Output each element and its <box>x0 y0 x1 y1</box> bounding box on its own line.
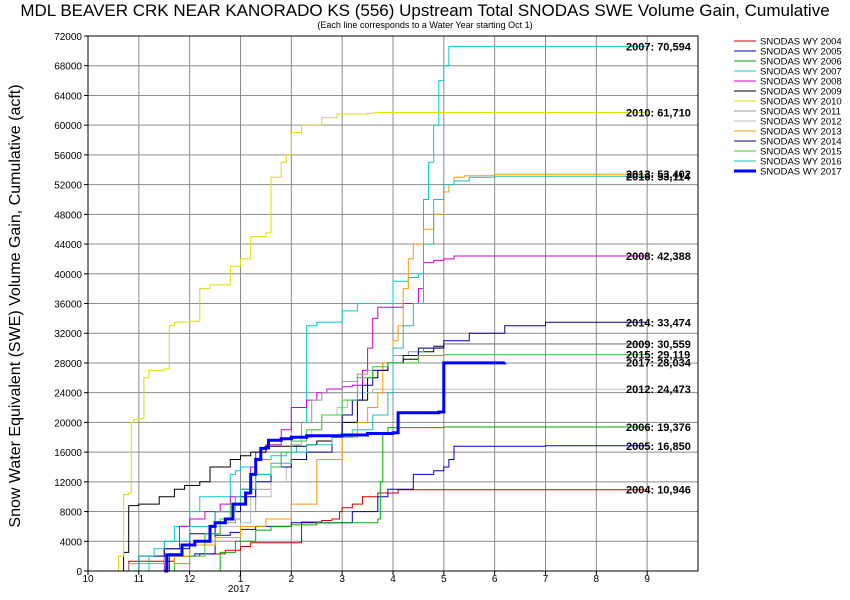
x-tick-label: 5 <box>441 574 447 585</box>
y-axis-label: Snow Water Equivalent (SWE) Volume Gain,… <box>7 84 24 527</box>
legend-entry: SNODAS WY 2011 <box>760 107 841 118</box>
y-tick-label: 72000 <box>54 32 82 43</box>
series-end-labels: 2004: 10,946 2005: 16,850 2006: 19,376 2007… <box>626 41 692 496</box>
series-line-snodas-wy-2012 <box>164 388 648 572</box>
y-tick-label: 60000 <box>54 121 82 132</box>
end-label-snodas-wy-2017: 2017: 28,034 <box>626 358 692 370</box>
y-tick-label: 68000 <box>54 62 82 73</box>
x-tick-label: 1 <box>238 574 244 585</box>
chart-title: MDL BEAVER CRK NEAR KANORADO KS (556) Up… <box>20 1 829 20</box>
y-tick-label: 20000 <box>54 418 82 429</box>
x-axis: 10 11 12 1 2 3 4 5 6 7 8 9 <box>82 571 650 585</box>
x-tick-label: 4 <box>390 574 396 585</box>
plot-grid <box>87 35 698 572</box>
y-tick-label: 36000 <box>54 300 82 311</box>
x-tick-label: 8 <box>594 574 600 585</box>
legend-entry: SNODAS WY 2009 <box>760 87 842 98</box>
end-label-snodas-wy-2004: 2004: 10,946 <box>626 485 691 497</box>
end-label-snodas-wy-2008: 2008: 42,388 <box>626 251 691 263</box>
legend-entry: SNODAS WY 2012 <box>760 117 842 128</box>
plot-frame <box>87 35 699 572</box>
y-tick-label: 0 <box>76 567 82 578</box>
legend-entry: SNODAS WY 2007 <box>760 67 842 78</box>
legend-entry: SNODAS WY 2010 <box>760 97 842 108</box>
end-label-snodas-wy-2005: 2005: 16,850 <box>626 441 691 453</box>
x-tick-label: 6 <box>492 574 498 585</box>
series-line-snodas-wy-2017 <box>164 361 507 573</box>
chart-subtitle: (Each line corresponds to a Water Year s… <box>317 20 532 30</box>
y-tick-label: 40000 <box>54 270 82 281</box>
y-tick-label: 56000 <box>54 151 82 162</box>
legend-entry: SNODAS WY 2005 <box>760 47 842 58</box>
legend-entry: SNODAS WY 2015 <box>760 147 842 158</box>
y-tick-label: 32000 <box>54 329 82 340</box>
legend-entry: SNODAS WY 2014 <box>760 137 842 148</box>
end-label-snodas-wy-2010: 2010: 61,710 <box>626 107 691 119</box>
y-tick-label: 64000 <box>54 91 82 102</box>
series-line-snodas-wy-2015 <box>164 354 648 572</box>
series-lines <box>98 45 648 573</box>
end-label-snodas-wy-2007: 2007: 70,594 <box>626 41 692 53</box>
y-tick-label: 16000 <box>54 448 82 459</box>
end-label-snodas-wy-2012: 2012: 24,473 <box>626 384 691 396</box>
y-axis: 0 4000 8000 12000 16000 20000 24000 28000 32000 3… <box>54 32 88 578</box>
legend-entry: SNODAS WY 2004 <box>760 37 842 48</box>
series-line-snodas-wy-2004 <box>118 489 648 572</box>
y-tick-label: 24000 <box>54 389 82 400</box>
x-tick-label: 12 <box>184 574 196 585</box>
series-line-snodas-wy-2014 <box>128 321 648 572</box>
x-tick-label: 7 <box>543 574 549 585</box>
end-label-snodas-wy-2016: 2016: 53,114 <box>626 171 691 183</box>
y-tick-label: 52000 <box>54 181 82 192</box>
y-tick-label: 4000 <box>60 537 83 548</box>
legend-entry: SNODAS WY 2016 <box>760 157 842 168</box>
y-tick-label: 12000 <box>54 478 82 489</box>
end-label-snodas-wy-2006: 2006: 19,376 <box>626 422 691 434</box>
x-tick-label: 9 <box>644 574 650 585</box>
legend-entry: SNODAS WY 2008 <box>760 77 842 88</box>
y-tick-label: 48000 <box>54 210 82 221</box>
series-line-snodas-wy-2006 <box>210 426 648 572</box>
legend-entry: SNODAS WY 2006 <box>760 57 842 68</box>
x-axis-year-label: 2017 <box>228 584 251 595</box>
y-tick-label: 8000 <box>60 508 83 519</box>
series-line-snodas-wy-2010 <box>98 112 648 572</box>
end-label-snodas-wy-2013: 2013: 53,402 <box>626 169 691 181</box>
series-line-snodas-wy-2008 <box>154 255 648 572</box>
end-label-snodas-wy-2014: 2014: 33,474 <box>626 317 692 329</box>
legend-entry: SNODAS WY 2017 <box>760 167 842 178</box>
y-tick-label: 28000 <box>54 359 82 370</box>
x-tick-label: 3 <box>339 574 345 585</box>
legend-entry: SNODAS WY 2013 <box>760 127 842 138</box>
series-line-snodas-wy-2005 <box>164 445 648 572</box>
y-tick-label: 44000 <box>54 240 82 251</box>
end-label-snodas-wy-2015: 2015: 29,119 <box>626 350 690 362</box>
x-tick-label: 2 <box>289 574 295 585</box>
x-tick-label: 10 <box>82 574 94 585</box>
x-tick-label: 11 <box>134 574 145 585</box>
end-label-snodas-wy-2009: 2009: 30,559 <box>626 339 691 351</box>
